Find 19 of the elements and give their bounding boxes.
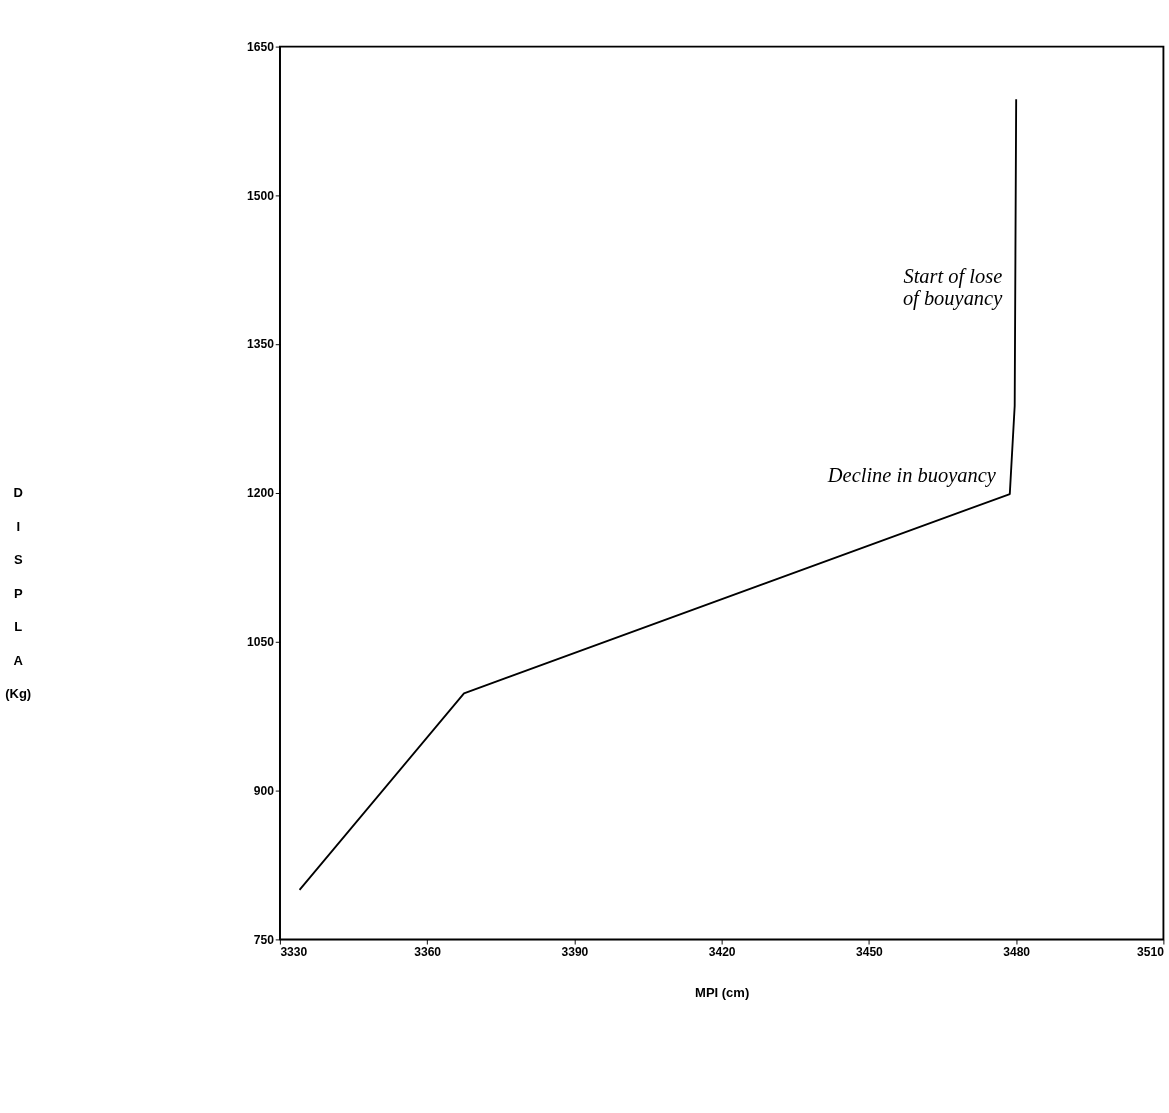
y-tick-label: 900 <box>253 783 275 798</box>
y-tick-label: 1650 <box>247 39 275 54</box>
annotation: Start of lose of bouyancy <box>902 264 1004 310</box>
annotation: Decline in buoyancy <box>826 463 997 487</box>
x-tick-label: 3330 <box>280 944 308 959</box>
x-tick-label: 3480 <box>1003 944 1031 959</box>
line-series <box>298 98 1018 891</box>
y-tick-label: 750 <box>253 932 275 947</box>
text: DISPLA (Kg) <box>5 485 32 702</box>
y-tick-label: 1050 <box>247 635 275 650</box>
x-tick-label: 3510 <box>1137 944 1165 959</box>
x-tick-label: 3360 <box>414 944 442 959</box>
y-tick-label: 1500 <box>247 188 275 203</box>
y-tick-label: 1350 <box>247 337 275 352</box>
x-axis-title: MPI (cm) <box>695 984 750 1000</box>
x-tick-label: 3390 <box>561 944 589 959</box>
x-tick-label: 3450 <box>855 944 884 959</box>
x-tick-label: 3420 <box>708 944 736 959</box>
y-tick-label: 1200 <box>247 486 275 501</box>
